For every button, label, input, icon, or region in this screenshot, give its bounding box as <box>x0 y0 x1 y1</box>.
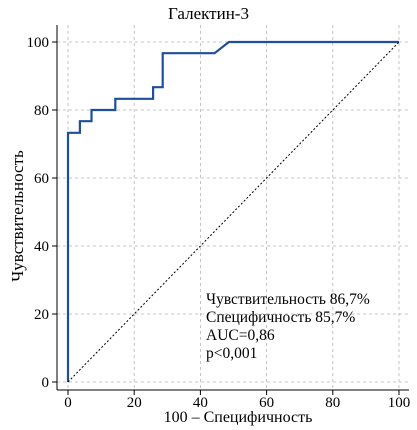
reference-diagonal-line <box>67 41 400 383</box>
y-tick-label: 100 <box>27 35 50 51</box>
auc-annotation: AUC=0,86 <box>206 327 275 344</box>
y-tick-label: 20 <box>34 307 49 323</box>
x-tick-label: 0 <box>64 395 72 411</box>
x-axis-label: 100 – Специфичность <box>163 409 313 426</box>
stats-annotation: Чувствительность 86,7% Специфичность 85,… <box>206 291 370 363</box>
x-tick-label: 20 <box>127 395 142 411</box>
x-tick-label: 60 <box>259 395 274 411</box>
y-tick-label: 60 <box>34 171 49 187</box>
y-tick-label: 40 <box>34 239 49 255</box>
x-tick-label: 40 <box>193 395 208 411</box>
p-value-annotation: p<0,001 <box>206 345 258 362</box>
x-tick-label: 80 <box>325 395 340 411</box>
chart-title: Галектин-3 <box>168 4 249 23</box>
y-axis-label: Чувствительность <box>8 150 27 282</box>
y-tick-label: 80 <box>34 103 49 119</box>
x-tick-label: 100 <box>388 395 411 411</box>
roc-curve-line <box>66 40 399 382</box>
y-tick-label: 0 <box>42 375 50 391</box>
sensitivity-annotation: Чувствительность 86,7% <box>206 291 370 308</box>
specificity-annotation: Специфичность 85,7% <box>206 309 356 326</box>
